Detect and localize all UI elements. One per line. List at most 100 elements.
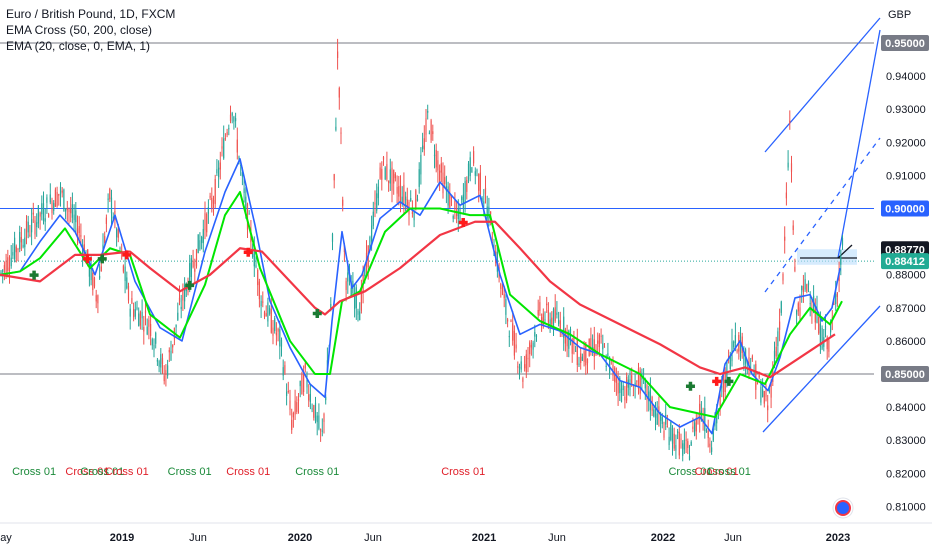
candle-body <box>549 319 551 328</box>
candle-body <box>177 312 179 320</box>
candle-body <box>297 399 300 402</box>
candle-body <box>454 200 456 210</box>
candle-body <box>163 375 165 382</box>
candle-body <box>736 350 738 352</box>
candle-body <box>209 195 211 198</box>
candle-body <box>430 120 432 141</box>
y-tick-label: 0.92000 <box>886 137 926 149</box>
candle-body <box>156 359 158 362</box>
candle-body <box>779 321 781 330</box>
candle-body <box>428 132 430 134</box>
candle-body <box>143 327 145 332</box>
candle-body <box>263 312 266 317</box>
candle-body <box>401 196 403 204</box>
candle-body <box>139 311 141 326</box>
candle-body <box>501 287 504 295</box>
candle-body <box>636 380 638 382</box>
candle-body <box>461 196 463 200</box>
candle-body <box>306 378 308 388</box>
x-tick-label: 2020 <box>288 532 312 544</box>
candle-body <box>19 231 21 250</box>
level-badge <box>881 35 929 52</box>
candle-body <box>207 206 209 214</box>
candle-body <box>444 177 446 184</box>
candle-body <box>379 167 381 179</box>
candle-body <box>581 356 583 361</box>
candle-body <box>99 275 101 279</box>
candle-body <box>37 205 39 224</box>
candle-body <box>175 324 177 328</box>
candle-body <box>609 356 611 373</box>
candle-body <box>415 190 417 209</box>
candle-body <box>731 341 733 362</box>
candle-body <box>14 237 16 260</box>
candle-body <box>699 403 701 420</box>
candle-body <box>422 145 424 149</box>
candle-body <box>294 400 296 415</box>
candle-body <box>228 128 230 130</box>
candle-body <box>762 389 764 397</box>
candle-body <box>219 162 221 170</box>
x-tick-label: 2019 <box>110 532 134 544</box>
candle-body <box>668 436 670 446</box>
candle-body <box>17 248 19 250</box>
level-badge-label: 0.95000 <box>885 38 925 50</box>
candle-body <box>340 132 342 134</box>
candle-body <box>792 225 794 231</box>
candle-body <box>54 189 56 207</box>
x-tick-label: Jun <box>364 532 382 544</box>
candle-body <box>262 301 264 303</box>
candle-body <box>355 287 357 308</box>
candle-body <box>76 228 79 238</box>
candle-body <box>690 441 692 446</box>
cross-label: Cross 01 <box>168 466 212 478</box>
cross-label: Cross 01 <box>695 466 739 478</box>
candle-body <box>27 221 29 233</box>
candle-body <box>654 406 657 418</box>
candle-body <box>258 281 260 300</box>
cross-label: Cross 01 <box>668 466 712 478</box>
cross-label: Cross 01 <box>65 466 109 478</box>
logo-icon <box>837 502 849 514</box>
candle-body <box>7 257 9 271</box>
candle-body <box>53 203 55 211</box>
candle-body <box>464 181 466 203</box>
candle-body <box>529 342 531 355</box>
candle-body <box>116 229 118 238</box>
candle-body <box>31 219 33 233</box>
candle-body <box>423 138 425 150</box>
candle-body <box>382 156 385 160</box>
candle-body <box>775 346 777 357</box>
indicator-ema-cross[interactable]: EMA Cross (50, 200, close) <box>6 23 153 37</box>
candle-body <box>522 378 524 382</box>
tradingview-logo[interactable] <box>832 497 854 519</box>
candle-body <box>308 394 310 401</box>
time-axis[interactable]: ay 2019 Jun 2020 Jun 2021 Jun 2022 Jun 2023 <box>0 522 932 544</box>
y-tick-label: 0.84000 <box>886 402 926 414</box>
candle-body <box>646 384 648 400</box>
candle-body <box>559 320 561 333</box>
candle-body <box>427 110 429 113</box>
candle-body <box>388 180 390 183</box>
candle-body <box>394 174 396 179</box>
cross-marker <box>712 376 722 386</box>
candle-body <box>500 283 502 289</box>
candle-body <box>440 163 442 173</box>
candle-body <box>828 340 830 352</box>
indicator-ema[interactable]: EMA (20, close, 0, EMA, 1) <box>6 39 151 53</box>
candle-body <box>75 210 77 223</box>
candle-body <box>119 248 121 250</box>
symbol-title[interactable]: Euro / British Pound, 1D, FXCM <box>6 7 176 21</box>
candle-body <box>469 157 471 177</box>
candle-body <box>568 331 570 349</box>
candle-body <box>410 198 412 201</box>
candle-body <box>530 344 532 348</box>
x-tick-label: Jun <box>548 532 566 544</box>
candle-body <box>122 265 124 272</box>
candle-body <box>796 310 798 315</box>
candle-body <box>150 323 152 336</box>
candle-body <box>127 286 130 301</box>
candle-body <box>573 337 575 344</box>
y-tick-label: 0.86000 <box>886 336 926 348</box>
